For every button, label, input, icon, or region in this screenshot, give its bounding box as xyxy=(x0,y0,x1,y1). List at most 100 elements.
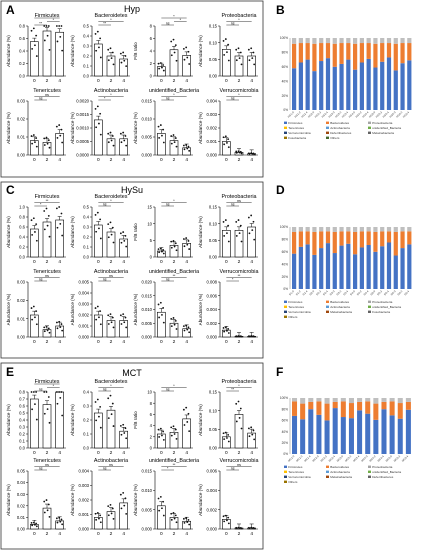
x-tick-label: 2 xyxy=(173,531,176,537)
data-point xyxy=(45,136,48,139)
x-tick-label: 0 xyxy=(97,339,100,345)
data-point xyxy=(182,144,185,147)
data-point xyxy=(159,247,162,250)
sig-label: ** xyxy=(231,387,234,391)
y-tick-label: 0.002 xyxy=(207,507,218,512)
data-point xyxy=(107,323,110,325)
panel-letter-a: A xyxy=(6,3,15,17)
data-point xyxy=(124,55,127,57)
data-point xyxy=(122,51,125,54)
data-point xyxy=(110,233,113,236)
x-tick-label: MC5-4 xyxy=(401,454,410,463)
y-tick-label: 0.000 xyxy=(79,527,90,532)
data-point xyxy=(182,408,185,411)
data-point xyxy=(162,430,165,433)
y-axis-label: Abundance (%) xyxy=(6,112,11,144)
data-point xyxy=(187,145,190,148)
data-point xyxy=(107,59,110,62)
data-point xyxy=(227,240,230,243)
x-tick-label: 0 xyxy=(225,78,228,84)
stacked-segment xyxy=(380,227,385,232)
data-point xyxy=(55,391,58,393)
data-point xyxy=(173,51,176,54)
stacked-segment xyxy=(381,398,387,402)
data-point xyxy=(223,438,226,441)
x-tick-label: D2-2 xyxy=(315,289,322,296)
legend-swatch xyxy=(326,475,329,478)
y-axis-label: Abundance (%) xyxy=(198,484,203,516)
y-tick-label: 0.002 xyxy=(79,313,90,318)
data-point xyxy=(188,523,191,526)
legend-label: Firmicutes xyxy=(288,121,303,125)
stacked-segment xyxy=(312,254,317,289)
stacked-segment xyxy=(386,231,392,243)
data-point xyxy=(185,237,188,239)
data-point xyxy=(107,417,110,420)
x-tick-label: 2 xyxy=(238,259,241,265)
data-point xyxy=(31,142,34,145)
y-tick-label: 0.015 xyxy=(142,469,153,474)
data-point xyxy=(43,412,46,415)
legend-label: unidentified_Bacteria xyxy=(372,305,401,309)
data-point xyxy=(34,523,36,526)
data-point xyxy=(238,232,241,235)
data-point xyxy=(94,33,97,35)
sig-label: ** xyxy=(173,274,176,278)
data-point xyxy=(162,249,165,251)
x-tick-label: 2 xyxy=(238,531,241,537)
x-tick-label: 2 xyxy=(173,259,176,265)
y-tick-label: 20% xyxy=(282,441,289,445)
y-tick-label: 5 xyxy=(150,238,153,243)
data-point xyxy=(45,25,48,27)
y-axis-label: Abundance (%) xyxy=(6,404,11,436)
stacked-segment xyxy=(407,231,412,245)
stacked-segment xyxy=(393,255,398,289)
x-tick-label: D4-0 xyxy=(349,289,356,296)
data-point xyxy=(253,527,256,530)
data-point xyxy=(174,44,177,47)
data-point xyxy=(107,132,110,135)
x-tick-label: 4 xyxy=(122,259,125,265)
x-tick-label: 2 xyxy=(46,157,49,163)
subchart-title: Bacteroidetes xyxy=(95,379,128,385)
data-point xyxy=(175,438,178,440)
y-tick-label: 2 xyxy=(150,434,153,439)
y-tick-label: 8 xyxy=(150,401,153,406)
legend-label: Others xyxy=(330,136,340,140)
y-axis-label: Abundance (%) xyxy=(70,293,75,325)
x-tick-label: D3-4 xyxy=(342,289,349,296)
bar xyxy=(42,507,52,530)
y-tick-label: 0.8 xyxy=(19,215,25,220)
data-point xyxy=(34,316,36,319)
bar xyxy=(119,138,128,156)
y-tick-label: 20% xyxy=(282,94,289,98)
x-tick-label: 2 xyxy=(238,339,241,345)
y-tick-label: 0.1 xyxy=(83,245,89,250)
x-tick-label: 0 xyxy=(97,531,100,537)
stacked-segment xyxy=(319,227,324,232)
data-point xyxy=(251,527,254,530)
sig-label: * xyxy=(238,18,240,22)
stacked-segment xyxy=(332,43,337,67)
stacked-segment xyxy=(353,43,358,70)
subchart-title: Firmicutes xyxy=(35,13,60,19)
data-point xyxy=(247,335,250,337)
stacked-segment xyxy=(298,231,303,247)
bar xyxy=(106,320,116,338)
stacked-segment xyxy=(319,43,324,62)
stacked-segment xyxy=(366,38,371,44)
y-tick-label: 40% xyxy=(282,262,289,266)
stacked-segment xyxy=(325,231,331,244)
data-point xyxy=(227,138,230,141)
x-tick-label: 2 xyxy=(46,450,49,456)
x-tick-label: 4 xyxy=(250,259,253,265)
x-tick-label: 0 xyxy=(225,450,228,456)
bar xyxy=(106,138,116,156)
x-tick-label: 2 xyxy=(173,157,176,163)
data-point xyxy=(119,52,122,55)
data-point xyxy=(109,313,112,316)
sig-label: ** xyxy=(173,463,176,467)
stacked-segment xyxy=(380,246,385,289)
data-point xyxy=(43,210,46,212)
